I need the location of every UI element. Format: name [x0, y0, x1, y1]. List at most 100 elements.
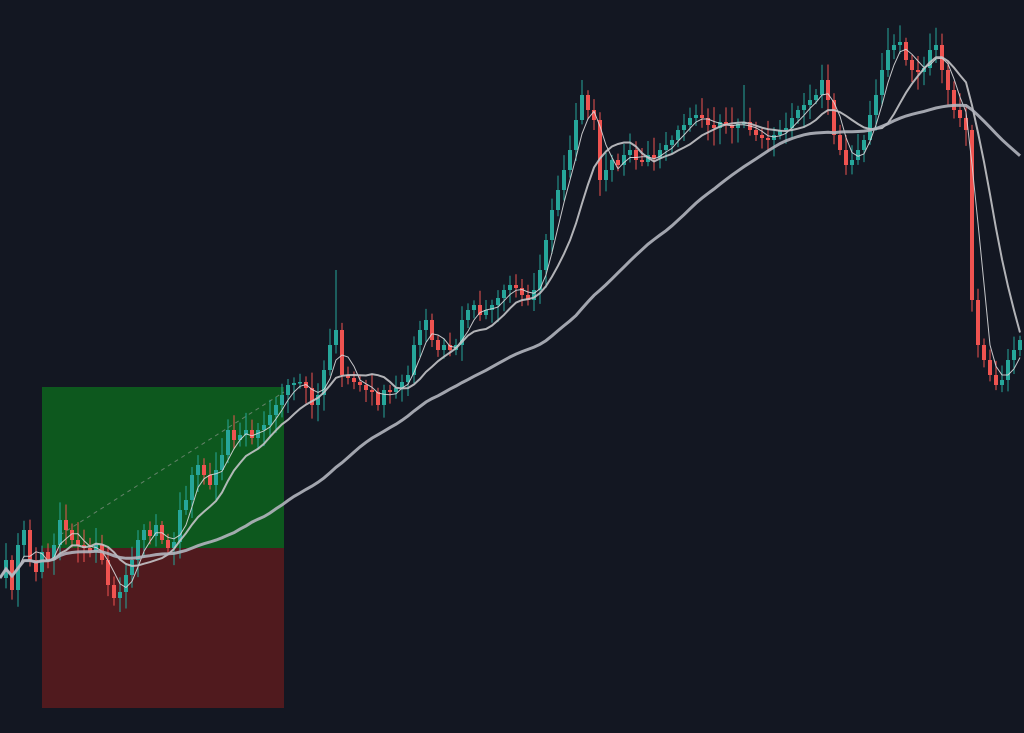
candle-body	[1012, 350, 1016, 360]
candle-body	[52, 545, 56, 560]
candle-body	[28, 530, 32, 560]
candle-body	[556, 190, 560, 210]
candle	[862, 134, 866, 163]
candle	[190, 467, 194, 518]
candle-body	[562, 170, 566, 190]
candle-body	[412, 345, 416, 375]
candle	[898, 25, 902, 54]
candle-body	[964, 118, 968, 130]
candle-body	[664, 145, 668, 150]
candle-body	[724, 122, 728, 125]
candle	[52, 533, 56, 575]
candle-body	[298, 382, 302, 384]
candle	[868, 100, 872, 145]
candle	[544, 234, 548, 288]
candle	[466, 303, 470, 329]
candle	[844, 135, 848, 175]
candle-body	[244, 430, 248, 435]
candle-body	[484, 310, 488, 315]
candle	[292, 377, 296, 401]
candle	[712, 107, 716, 146]
candle-body	[442, 345, 446, 350]
candle	[952, 81, 956, 119]
candle	[1006, 348, 1010, 392]
candle-body	[418, 330, 422, 345]
candle-body	[1018, 340, 1022, 350]
candle	[238, 422, 242, 447]
candle-body	[688, 118, 692, 125]
candle-body	[250, 430, 254, 438]
candle-body	[910, 60, 914, 70]
candle-body	[958, 110, 962, 118]
loss-zone	[42, 548, 284, 708]
candle	[904, 37, 908, 66]
candle-body	[430, 320, 434, 340]
candle-body	[172, 542, 176, 548]
candle	[586, 90, 590, 120]
candle	[250, 419, 254, 445]
long-position-tool[interactable]	[42, 387, 285, 708]
candle	[892, 34, 896, 60]
candle-body	[682, 125, 686, 130]
candle-body	[400, 382, 404, 388]
candle-body	[820, 80, 824, 95]
candle	[880, 52, 884, 107]
candle-body	[178, 510, 182, 542]
candle-body	[394, 388, 398, 392]
candle-body	[1000, 380, 1004, 385]
candle	[478, 290, 482, 321]
candle-body	[106, 560, 110, 585]
candle	[316, 383, 320, 422]
candle-body	[208, 475, 212, 485]
candle-body	[574, 120, 578, 150]
candle	[424, 308, 428, 342]
candle	[706, 108, 710, 141]
candle-body	[220, 455, 224, 470]
candle-body	[700, 115, 704, 118]
candle-body	[514, 285, 518, 288]
candle	[928, 33, 932, 76]
candle-body	[784, 128, 788, 130]
candle	[874, 79, 878, 131]
candle-body	[292, 383, 296, 385]
candle-body	[346, 375, 350, 378]
candle	[184, 485, 188, 515]
candle	[532, 273, 536, 311]
candle	[946, 62, 950, 105]
candle-body	[946, 70, 950, 90]
candle-body	[736, 124, 740, 128]
candle	[358, 375, 362, 392]
candle-body	[580, 95, 584, 120]
candle-body	[358, 382, 362, 385]
candle-body	[448, 345, 452, 350]
candle-body	[694, 115, 698, 118]
candle-body	[34, 560, 38, 572]
candle	[112, 576, 116, 606]
candle-body	[520, 288, 524, 295]
candle-body	[202, 465, 206, 475]
candle-body	[166, 540, 170, 548]
candle-body	[880, 70, 884, 95]
candle	[676, 125, 680, 148]
candle	[70, 523, 74, 548]
candle-body	[652, 155, 656, 158]
candle-body	[538, 270, 542, 290]
candle-body	[802, 105, 806, 110]
candle	[412, 336, 416, 384]
candle-body	[460, 320, 464, 345]
candle	[310, 372, 314, 419]
candle-body	[352, 378, 356, 382]
candle-body	[670, 140, 674, 145]
candle-body	[466, 310, 470, 320]
candle	[790, 103, 794, 138]
candle-body	[730, 125, 734, 128]
candle-body	[952, 90, 956, 110]
candle	[958, 93, 962, 128]
candle	[418, 320, 422, 358]
candle	[430, 313, 434, 347]
candle	[244, 412, 248, 447]
candle	[988, 349, 992, 382]
candle-body	[928, 50, 932, 68]
